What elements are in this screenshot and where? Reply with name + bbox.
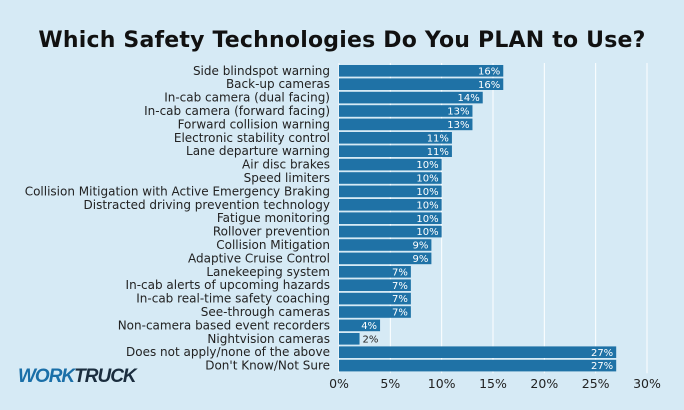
category-label: Adaptive Cruise Control xyxy=(188,251,330,265)
x-tick-label: 30% xyxy=(633,376,661,391)
data-label: 7% xyxy=(392,281,408,292)
data-label: 10% xyxy=(416,200,438,211)
data-label: 14% xyxy=(457,93,479,104)
category-label: Distracted driving prevention technology xyxy=(84,198,331,212)
category-label: Side blindspot warning xyxy=(193,64,330,78)
category-label: In-cab camera (dual facing) xyxy=(164,91,330,105)
bar xyxy=(339,225,442,238)
bar xyxy=(339,252,432,265)
category-label: Back-up cameras xyxy=(226,77,330,91)
bar xyxy=(339,118,473,131)
category-label: Lanekeeping system xyxy=(206,265,330,279)
data-label: 7% xyxy=(392,267,408,278)
category-label: In-cab camera (forward facing) xyxy=(144,104,330,118)
data-label: 10% xyxy=(416,187,438,198)
data-label: 10% xyxy=(416,227,438,238)
x-tick-label: 15% xyxy=(479,376,507,391)
bar xyxy=(339,158,442,171)
bar xyxy=(339,306,411,318)
x-tick-label: 25% xyxy=(582,376,610,391)
bar xyxy=(339,78,504,90)
category-label: Non-camera based event recorders xyxy=(118,318,330,332)
bar xyxy=(339,266,411,278)
data-label: 9% xyxy=(413,254,429,265)
category-label: Speed limiters xyxy=(244,171,330,185)
data-label: 10% xyxy=(416,214,438,225)
category-label: Electronic stability control xyxy=(174,131,330,145)
data-label: 7% xyxy=(392,308,408,319)
bar xyxy=(339,319,381,332)
category-label: Fatigue monitoring xyxy=(217,211,330,225)
bar xyxy=(339,145,452,157)
data-label: 7% xyxy=(392,294,408,305)
category-label: Nightvision cameras xyxy=(207,332,330,346)
category-label: Lane departure warning xyxy=(186,144,330,158)
category-label: In-cab real-time safety coaching xyxy=(136,292,330,306)
logo-part-truck: TRUCK xyxy=(74,366,136,387)
data-label: 27% xyxy=(591,361,613,372)
category-label: Collision Mitigation with Active Emergen… xyxy=(25,184,330,198)
bar xyxy=(339,185,442,198)
bar xyxy=(339,212,442,224)
x-tick-label: 10% xyxy=(428,376,456,391)
data-label: 11% xyxy=(427,147,449,158)
bar xyxy=(339,172,442,184)
data-label: 13% xyxy=(447,107,469,118)
data-label: 27% xyxy=(591,348,613,359)
data-label: 10% xyxy=(416,160,438,171)
bar xyxy=(339,292,411,305)
data-label: 4% xyxy=(361,321,377,332)
bar xyxy=(339,346,617,358)
category-label: Rollover prevention xyxy=(213,225,330,239)
bar xyxy=(339,199,442,211)
bar xyxy=(339,333,360,345)
data-label: 16% xyxy=(478,80,500,91)
category-label: Collision Mitigation xyxy=(216,238,330,252)
data-label: 16% xyxy=(478,66,500,77)
bar xyxy=(339,359,617,372)
chart-title: Which Safety Technologies Do You PLAN to… xyxy=(38,28,646,53)
x-tick-label: 0% xyxy=(329,376,349,391)
data-label: 13% xyxy=(447,120,469,131)
category-label: Don't Know/Not Sure xyxy=(205,359,330,373)
data-label: 2% xyxy=(363,334,379,345)
bar xyxy=(339,279,411,291)
bar xyxy=(339,65,504,77)
bar xyxy=(339,105,473,117)
x-tick-label: 5% xyxy=(380,376,400,391)
bar xyxy=(339,91,483,104)
x-tick-label: 20% xyxy=(530,376,558,391)
category-label: Does not apply/none of the above xyxy=(126,345,330,359)
data-label: 9% xyxy=(413,241,429,252)
category-label: See-through cameras xyxy=(201,305,330,319)
data-label: 10% xyxy=(416,174,438,185)
category-label: Forward collision warning xyxy=(178,117,330,131)
category-label: In-cab alerts of upcoming hazards xyxy=(126,278,330,292)
bar xyxy=(339,239,432,251)
data-label: 11% xyxy=(427,133,449,144)
logo-part-work: WORK xyxy=(18,366,75,387)
worktruck-logo: WORKTRUCK xyxy=(18,366,137,388)
category-label: Air disc brakes xyxy=(242,158,330,172)
bar xyxy=(339,132,452,144)
